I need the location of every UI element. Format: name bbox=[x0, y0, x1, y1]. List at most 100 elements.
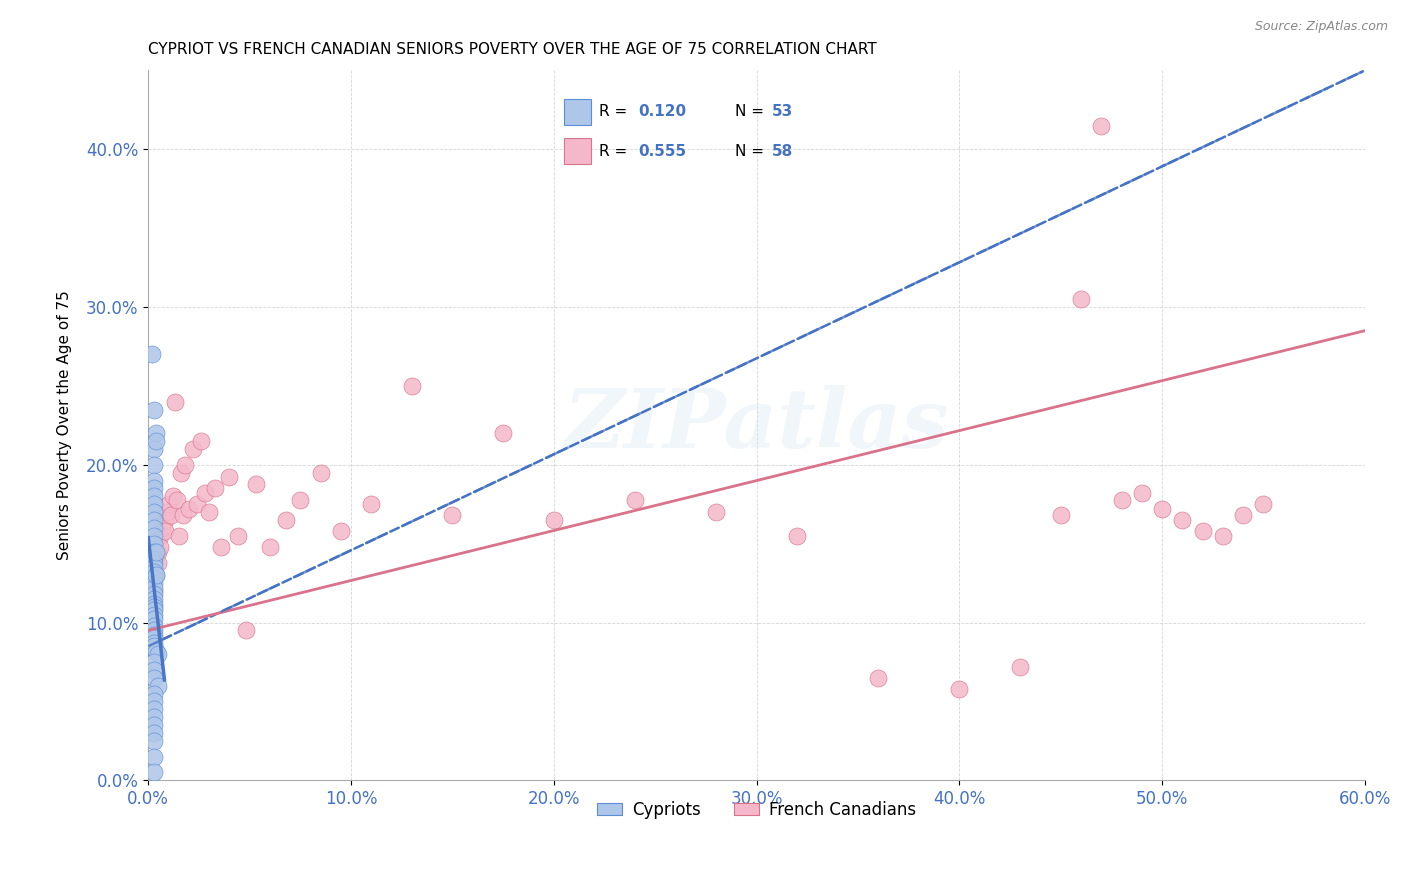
Point bbox=[309, 466, 332, 480]
Point bbox=[245, 476, 267, 491]
Point bbox=[145, 434, 167, 449]
Point bbox=[141, 347, 163, 361]
Point bbox=[143, 556, 166, 570]
Text: CYPRIOT VS FRENCH CANADIAN SENIORS POVERTY OVER THE AGE OF 75 CORRELATION CHART: CYPRIOT VS FRENCH CANADIAN SENIORS POVER… bbox=[148, 42, 877, 57]
Point bbox=[143, 734, 166, 748]
Point bbox=[173, 458, 195, 472]
Point bbox=[204, 482, 226, 496]
Point bbox=[145, 644, 167, 658]
Point bbox=[218, 470, 240, 484]
Point bbox=[143, 749, 166, 764]
Point bbox=[143, 636, 166, 650]
Point bbox=[235, 624, 257, 638]
Point bbox=[143, 402, 166, 417]
Point bbox=[143, 765, 166, 780]
Point bbox=[143, 710, 166, 724]
Point bbox=[1150, 502, 1173, 516]
Point bbox=[1212, 529, 1234, 543]
Point bbox=[145, 568, 167, 582]
Point bbox=[1070, 292, 1092, 306]
Point bbox=[143, 618, 166, 632]
Point bbox=[143, 612, 166, 626]
Point bbox=[329, 524, 352, 538]
Point bbox=[786, 529, 808, 543]
Point bbox=[209, 540, 232, 554]
Legend: Cypriots, French Canadians: Cypriots, French Canadians bbox=[591, 794, 922, 825]
Point bbox=[948, 681, 970, 696]
Point bbox=[153, 524, 176, 538]
Point bbox=[143, 489, 166, 503]
Point bbox=[143, 505, 166, 519]
Point bbox=[143, 565, 166, 579]
Point bbox=[177, 502, 200, 516]
Point bbox=[624, 492, 647, 507]
Point bbox=[143, 442, 166, 456]
Point bbox=[172, 508, 194, 523]
Point bbox=[401, 379, 423, 393]
Point bbox=[149, 529, 172, 543]
Point bbox=[143, 671, 166, 685]
Point bbox=[153, 513, 176, 527]
Point bbox=[143, 584, 166, 599]
Point bbox=[148, 679, 170, 693]
Point bbox=[290, 492, 312, 507]
Point bbox=[143, 587, 166, 601]
Point bbox=[166, 492, 188, 507]
Point bbox=[143, 702, 166, 716]
Point bbox=[167, 529, 190, 543]
Point bbox=[143, 687, 166, 701]
Point bbox=[145, 568, 167, 582]
Point bbox=[143, 591, 166, 606]
Point bbox=[143, 544, 166, 558]
Point bbox=[190, 434, 212, 449]
Point bbox=[143, 458, 166, 472]
Point bbox=[1191, 524, 1213, 538]
Point bbox=[1090, 119, 1112, 133]
Point bbox=[492, 426, 515, 441]
Point bbox=[163, 394, 186, 409]
Point bbox=[143, 632, 166, 646]
Point bbox=[194, 486, 217, 500]
Text: ZIPatlas: ZIPatlas bbox=[564, 385, 949, 466]
Point bbox=[159, 508, 181, 523]
Point bbox=[143, 529, 166, 543]
Point bbox=[143, 718, 166, 732]
Point bbox=[152, 521, 174, 535]
Point bbox=[143, 607, 166, 622]
Point bbox=[1111, 492, 1133, 507]
Point bbox=[143, 513, 166, 527]
Point bbox=[543, 513, 565, 527]
Point bbox=[143, 576, 166, 591]
Point bbox=[1232, 508, 1254, 523]
Point bbox=[148, 544, 170, 558]
Point bbox=[145, 426, 167, 441]
Point bbox=[143, 655, 166, 669]
Point bbox=[143, 628, 166, 642]
Point bbox=[143, 624, 166, 638]
Point bbox=[143, 482, 166, 496]
Point bbox=[143, 552, 166, 566]
Point bbox=[143, 560, 166, 574]
Point bbox=[198, 505, 221, 519]
Point bbox=[1010, 659, 1032, 673]
Point bbox=[259, 540, 281, 554]
Point bbox=[143, 694, 166, 708]
Text: Source: ZipAtlas.com: Source: ZipAtlas.com bbox=[1254, 20, 1388, 33]
Point bbox=[143, 603, 166, 617]
Point bbox=[148, 556, 170, 570]
Point bbox=[149, 540, 172, 554]
Point bbox=[155, 505, 177, 519]
Y-axis label: Seniors Poverty Over the Age of 75: Seniors Poverty Over the Age of 75 bbox=[58, 291, 72, 560]
Point bbox=[360, 497, 382, 511]
Point bbox=[441, 508, 464, 523]
Point bbox=[162, 489, 184, 503]
Point bbox=[143, 599, 166, 614]
Point bbox=[143, 726, 166, 740]
Point bbox=[143, 474, 166, 488]
Point bbox=[145, 544, 167, 558]
Point bbox=[186, 497, 208, 511]
Point bbox=[143, 521, 166, 535]
Point bbox=[1130, 486, 1153, 500]
Point bbox=[143, 639, 166, 653]
Point bbox=[704, 505, 727, 519]
